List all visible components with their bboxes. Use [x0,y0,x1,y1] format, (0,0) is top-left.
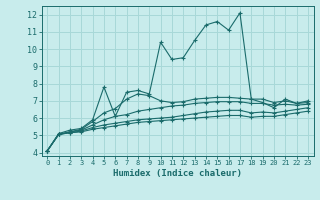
X-axis label: Humidex (Indice chaleur): Humidex (Indice chaleur) [113,169,242,178]
